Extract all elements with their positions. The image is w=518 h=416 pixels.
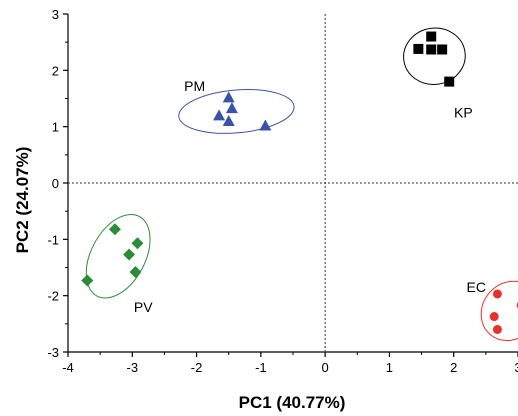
data-point-pv (123, 248, 136, 261)
data-point-kp (444, 76, 455, 87)
cluster-ellipse-ec (480, 280, 518, 342)
group-label-pm: PM (184, 78, 205, 94)
y-tick-label: 0 (52, 176, 59, 191)
x-tick-label: 0 (322, 360, 329, 375)
x-tick-label: 2 (450, 360, 457, 375)
data-point-pv (81, 274, 94, 287)
data-point-ec (492, 289, 502, 299)
cluster-ellipse-pm (178, 89, 295, 134)
y-tick-label: 1 (52, 120, 59, 135)
data-point-pv (129, 266, 142, 279)
x-tick-label: -1 (255, 360, 267, 375)
x-tick-label: -4 (62, 360, 74, 375)
data-point-pm (222, 91, 235, 103)
y-tick-label: 2 (52, 63, 59, 78)
cluster-ellipse-kp (403, 27, 466, 85)
data-point-ec (492, 324, 502, 334)
data-point-pm (259, 119, 272, 131)
group-label-pv: PV (134, 299, 153, 315)
x-axis-title: PC1 (40.77%) (239, 393, 346, 412)
data-point-pm (213, 109, 226, 121)
y-axis-title: PC2 (24.07%) (13, 147, 32, 254)
data-point-pm (225, 102, 238, 114)
y-tick-label: 3 (52, 7, 59, 22)
data-point-pm (222, 115, 235, 127)
group-label-ec: EC (466, 279, 485, 295)
data-point-kp (413, 43, 424, 54)
data-point-kp (426, 44, 437, 55)
cluster-ellipse-pv (85, 213, 151, 299)
data-point-pv (108, 223, 121, 236)
y-tick-label: -3 (47, 345, 59, 360)
group-label-kp: KP (454, 105, 473, 121)
y-tick-label: -1 (47, 232, 59, 247)
y-tick-label: -2 (47, 289, 59, 304)
data-point-pv (131, 237, 144, 250)
data-point-kp (437, 44, 448, 55)
x-tick-label: 1 (386, 360, 393, 375)
x-tick-label: -3 (127, 360, 139, 375)
x-tick-label: -2 (191, 360, 203, 375)
x-tick-label: 3 (514, 360, 518, 375)
data-point-ec (489, 312, 499, 322)
data-point-kp (426, 31, 437, 42)
